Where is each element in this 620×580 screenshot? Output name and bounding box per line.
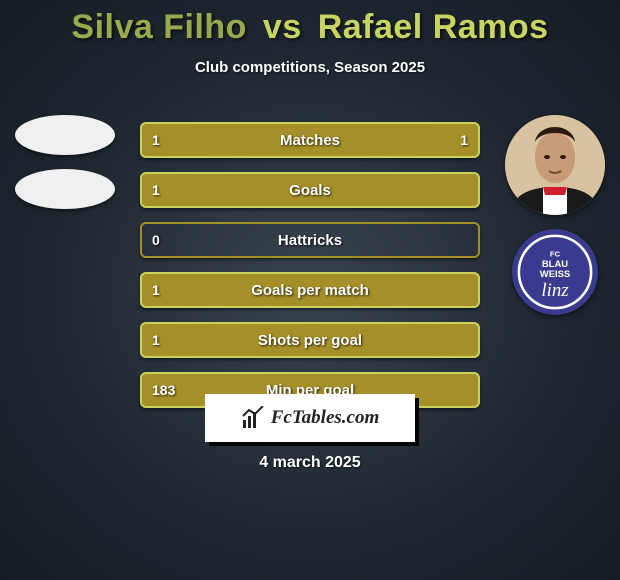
stat-label: Goals (289, 182, 331, 199)
player1-avatar-placeholder (15, 115, 115, 155)
stat-row-matches: 1 Matches 1 (140, 122, 480, 158)
stats-icon (241, 406, 265, 430)
stat-left-value: 0 (152, 232, 160, 248)
stat-right-value: 1 (460, 132, 468, 148)
subtitle: Club competitions, Season 2025 (0, 59, 620, 76)
brand-text: FcTables.com (271, 407, 380, 429)
club-city: linz (541, 280, 569, 301)
player2-name: Rafael Ramos (318, 8, 549, 46)
stat-row-hattricks: 0 Hattricks (140, 222, 480, 258)
stat-left-value: 183 (152, 382, 175, 398)
stat-left-value: 1 (152, 282, 160, 298)
stat-label: Matches (280, 132, 340, 149)
club-text-1: BLAU (542, 259, 568, 270)
stat-left-value: 1 (152, 132, 160, 148)
stat-row-goals-per-match: 1 Goals per match (140, 272, 480, 308)
svg-text:FC: FC (550, 250, 561, 259)
player2-club-badge: FC BLAU WEISS linz (512, 229, 598, 315)
club-text-2: WEISS (540, 269, 570, 280)
stat-label: Shots per goal (258, 332, 362, 349)
player1-name: Silva Filho (71, 8, 247, 46)
right-player-column: FC BLAU WEISS linz (500, 115, 610, 315)
stat-row-shots-per-goal: 1 Shots per goal (140, 322, 480, 358)
stat-row-goals: 1 Goals (140, 172, 480, 208)
comparison-card: Silva Filho vs Rafael Ramos Club competi… (0, 0, 620, 580)
date-label: 4 march 2025 (0, 454, 620, 472)
brand-badge[interactable]: FcTables.com (205, 394, 415, 442)
left-player-column (10, 115, 120, 223)
stat-label: Goals per match (251, 282, 369, 299)
player1-club-placeholder (15, 169, 115, 209)
vs-label: vs (257, 8, 308, 46)
stats-table: 1 Matches 1 1 Goals 0 Hattricks 1 Goals … (140, 122, 480, 422)
stat-left-value: 1 (152, 182, 160, 198)
stat-left-value: 1 (152, 332, 160, 348)
player2-avatar (505, 115, 605, 215)
page-title: Silva Filho vs Rafael Ramos (0, 0, 620, 47)
stat-label: Hattricks (278, 232, 342, 249)
